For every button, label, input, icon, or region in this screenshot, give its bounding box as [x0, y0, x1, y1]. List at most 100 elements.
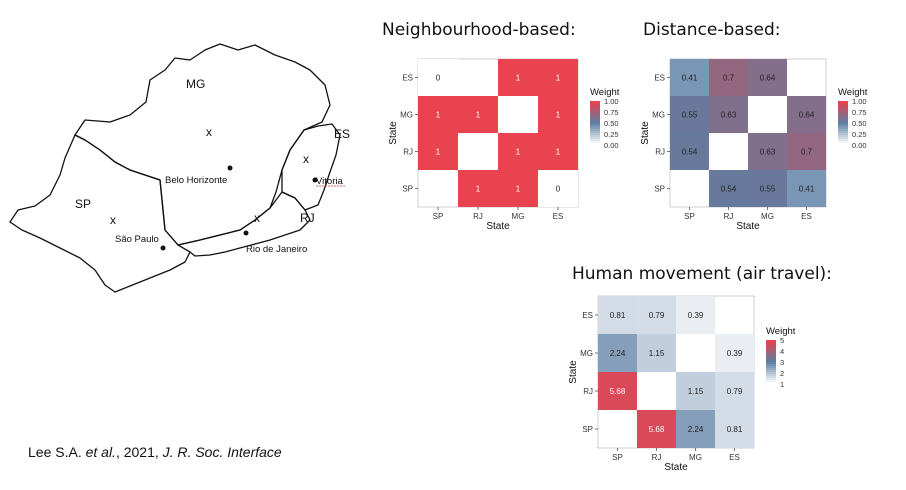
legend-gradient-step — [590, 129, 600, 132]
distance-heading: Distance-based: — [643, 20, 781, 40]
y-tick-label: RJ — [403, 148, 413, 157]
legend-gradient-step — [590, 135, 600, 138]
y-tick-label: ES — [654, 74, 665, 83]
cell-value-label: 0.81 — [610, 311, 626, 320]
cell-value-label: 0.54 — [682, 148, 698, 157]
x-tick-label: MG — [689, 453, 702, 462]
legend-gradient-step — [838, 103, 848, 106]
heatmap-cell — [709, 96, 748, 133]
heatmap-cell — [637, 410, 676, 448]
cell-value-label: 1 — [436, 111, 441, 120]
city-label-vitoria: Vitoria — [316, 176, 343, 187]
heatmap-cell — [598, 372, 637, 410]
legend-tick-label: 0.75 — [852, 108, 867, 117]
legend-gradient-step — [766, 382, 776, 385]
cell-value-label: 1 — [476, 111, 481, 120]
legend-gradient-step — [590, 117, 600, 120]
legend-gradient-step — [590, 113, 600, 116]
legend-gradient-step — [838, 133, 848, 136]
y-axis-label: State — [640, 121, 651, 145]
cell-value-label: 0.81 — [727, 425, 743, 434]
legend-title: Weight — [590, 87, 620, 98]
cell-value-label: 1.15 — [649, 349, 665, 358]
cell-value-label: 1 — [556, 74, 561, 83]
city-dot-sao-paulo — [160, 245, 166, 251]
heatmap-cell — [676, 372, 715, 410]
cell-value-label: 1 — [516, 185, 521, 194]
legend-gradient-step — [838, 111, 848, 114]
heatmap-cell — [538, 133, 578, 170]
citation-etal: et al. — [85, 444, 116, 460]
x-tick-label: SP — [433, 212, 444, 221]
map-centroid-rj: x — [254, 211, 260, 225]
x-tick-label: RJ — [724, 212, 734, 221]
legend-gradient-step — [590, 143, 600, 146]
legend-gradient-step — [838, 107, 848, 110]
heatmap-cell — [748, 59, 787, 96]
heatmap-cell — [418, 133, 458, 170]
heatmap-cell — [748, 133, 787, 170]
legend-gradient-step — [590, 115, 600, 118]
heatmap-cell — [787, 96, 826, 133]
heatmap-cell — [637, 334, 676, 372]
heatmap-cell — [715, 334, 754, 372]
heatmap-cell — [458, 170, 498, 207]
heatmap-cell — [787, 170, 826, 207]
cell-value-label: 1 — [476, 185, 481, 194]
legend-gradient-step — [838, 129, 848, 132]
legend-gradient-step — [766, 360, 776, 363]
legend-gradient-step — [766, 374, 776, 377]
cell-value-label: 1 — [556, 148, 561, 157]
legend-tick-label: 4 — [780, 347, 784, 356]
x-tick-label: MG — [761, 212, 774, 221]
legend-gradient-step — [838, 141, 848, 144]
legend-gradient-step — [590, 127, 600, 130]
x-tick-label: RJ — [473, 212, 483, 221]
y-tick-label: MG — [400, 111, 413, 120]
city-dot-vitoria — [312, 177, 318, 183]
legend-gradient-step — [838, 127, 848, 130]
distance-heatmap: 0.41 0.7 0.64 0.55 0.63 0.64 0.54 0.63 0.7 0.54 0.… — [632, 50, 902, 255]
map-label-rj: RJ — [300, 211, 315, 225]
legend-gradient-step — [766, 366, 776, 369]
legend-gradient-step — [838, 117, 848, 120]
legend-gradient-step — [590, 111, 600, 114]
citation-journal: J. R. Soc. Interface — [162, 444, 282, 460]
cell-value-label: 2.24 — [610, 349, 626, 358]
cell-value-label: 0.63 — [721, 111, 737, 120]
legend-gradient-step — [766, 370, 776, 373]
legend-gradient-step — [838, 139, 848, 142]
legend-gradient-step — [838, 121, 848, 124]
heatmap-cell — [498, 59, 538, 96]
legend-gradient-step — [590, 123, 600, 126]
legend-gradient-step — [838, 123, 848, 126]
heatmap-cell — [787, 133, 826, 170]
cell-value-label: 1 — [516, 74, 521, 83]
legend-title: Weight — [766, 326, 796, 337]
map-centroid-es: x — [303, 152, 309, 166]
cell-value-label: 0.7 — [723, 74, 735, 83]
heatmap-cell — [538, 59, 578, 96]
heatmap-cell — [418, 96, 458, 133]
legend-gradient-step — [590, 139, 600, 142]
legend-gradient-step — [766, 344, 776, 347]
legend-tick-label: 0.75 — [604, 108, 619, 117]
y-tick-label: MG — [580, 349, 593, 358]
legend-gradient-step — [838, 119, 848, 122]
x-tick-label: MG — [512, 212, 525, 221]
legend-tick-label: 0.50 — [852, 119, 867, 128]
cell-value-label: 0.54 — [721, 185, 737, 194]
cell-value-label: 0.39 — [727, 349, 743, 358]
y-tick-label: MG — [652, 111, 665, 120]
legend-tick-label: 0.00 — [852, 141, 867, 150]
neighbourhood-heatmap: 0 1 1 1 1 1 1 1 1 1 1 0 ES MG RJ SP SP RJ MG ES State State We… — [372, 50, 642, 255]
heatmap-cell — [538, 96, 578, 133]
legend-gradient-step — [590, 105, 600, 108]
legend-gradient-step — [590, 133, 600, 136]
x-tick-label: RJ — [652, 453, 662, 462]
city-label-rio: Rio de Janeiro — [246, 244, 307, 255]
movement-heading: Human movement (air travel): — [572, 264, 832, 284]
legend-gradient-step — [838, 137, 848, 140]
cell-value-label: 2.24 — [688, 425, 704, 434]
x-tick-label: ES — [729, 453, 740, 462]
